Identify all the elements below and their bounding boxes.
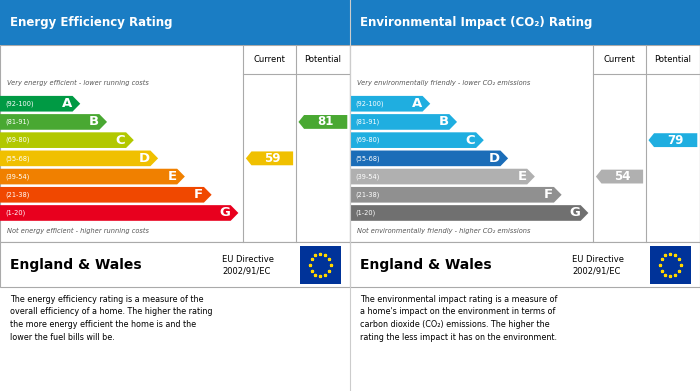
Text: (21-38): (21-38) bbox=[355, 192, 379, 198]
Text: C: C bbox=[116, 134, 125, 147]
Text: Not environmentally friendly - higher CO₂ emissions: Not environmentally friendly - higher CO… bbox=[357, 228, 531, 234]
Polygon shape bbox=[0, 151, 158, 166]
Bar bbox=[350, 242, 700, 287]
Polygon shape bbox=[350, 96, 430, 111]
Bar bbox=[0, 242, 350, 287]
Polygon shape bbox=[350, 187, 561, 203]
Text: (81-91): (81-91) bbox=[355, 119, 379, 125]
Polygon shape bbox=[246, 151, 293, 165]
Text: A: A bbox=[412, 97, 422, 110]
Text: The energy efficiency rating is a measure of the
overall efficiency of a home. T: The energy efficiency rating is a measur… bbox=[10, 295, 213, 342]
Text: England & Wales: England & Wales bbox=[10, 258, 142, 272]
Text: Potential: Potential bbox=[304, 55, 342, 64]
Polygon shape bbox=[350, 114, 457, 130]
Text: A: A bbox=[62, 97, 72, 110]
Text: 54: 54 bbox=[614, 170, 631, 183]
Polygon shape bbox=[350, 205, 589, 221]
Text: G: G bbox=[219, 206, 230, 219]
Bar bbox=[0, 0, 350, 45]
Text: England & Wales: England & Wales bbox=[360, 258, 492, 272]
Polygon shape bbox=[0, 114, 107, 130]
Polygon shape bbox=[596, 170, 643, 183]
Polygon shape bbox=[0, 205, 239, 221]
Text: Very energy efficient - lower running costs: Very energy efficient - lower running co… bbox=[7, 81, 149, 86]
Text: E: E bbox=[167, 170, 176, 183]
Text: Current: Current bbox=[603, 55, 636, 64]
Text: (39-54): (39-54) bbox=[355, 173, 379, 180]
Text: Not energy efficient - higher running costs: Not energy efficient - higher running co… bbox=[7, 228, 149, 234]
Text: (55-68): (55-68) bbox=[355, 155, 380, 161]
Text: (21-38): (21-38) bbox=[6, 192, 29, 198]
Text: The environmental impact rating is a measure of
a home's impact on the environme: The environmental impact rating is a mea… bbox=[360, 295, 558, 342]
Text: D: D bbox=[489, 152, 500, 165]
Polygon shape bbox=[350, 151, 508, 166]
Bar bbox=[350, 45, 700, 242]
Bar bbox=[0, 45, 350, 242]
Text: Potential: Potential bbox=[654, 55, 692, 64]
Text: F: F bbox=[194, 188, 203, 201]
Polygon shape bbox=[0, 169, 185, 185]
Text: D: D bbox=[139, 152, 150, 165]
Text: B: B bbox=[438, 115, 449, 128]
Text: (92-100): (92-100) bbox=[355, 100, 384, 107]
Text: (69-80): (69-80) bbox=[6, 137, 29, 143]
Text: (1-20): (1-20) bbox=[6, 210, 25, 216]
Polygon shape bbox=[350, 132, 484, 148]
Bar bbox=[650, 246, 690, 284]
Text: 59: 59 bbox=[264, 152, 281, 165]
Polygon shape bbox=[648, 133, 697, 147]
Polygon shape bbox=[0, 187, 211, 203]
Polygon shape bbox=[0, 96, 80, 111]
Text: (55-68): (55-68) bbox=[6, 155, 30, 161]
Polygon shape bbox=[0, 132, 134, 148]
Text: 81: 81 bbox=[317, 115, 334, 128]
Text: B: B bbox=[88, 115, 99, 128]
Text: EU Directive
2002/91/EC: EU Directive 2002/91/EC bbox=[223, 255, 274, 275]
Text: Energy Efficiency Rating: Energy Efficiency Rating bbox=[10, 16, 173, 29]
Bar bbox=[300, 246, 341, 284]
Bar bbox=[350, 0, 700, 45]
Text: 79: 79 bbox=[667, 134, 684, 147]
Text: (92-100): (92-100) bbox=[6, 100, 34, 107]
Text: Very environmentally friendly - lower CO₂ emissions: Very environmentally friendly - lower CO… bbox=[357, 81, 531, 86]
Text: Environmental Impact (CO₂) Rating: Environmental Impact (CO₂) Rating bbox=[360, 16, 593, 29]
Text: (39-54): (39-54) bbox=[6, 173, 29, 180]
Polygon shape bbox=[298, 115, 347, 129]
Text: (1-20): (1-20) bbox=[355, 210, 375, 216]
Text: E: E bbox=[517, 170, 526, 183]
Text: Current: Current bbox=[253, 55, 286, 64]
Polygon shape bbox=[350, 169, 535, 185]
Text: G: G bbox=[569, 206, 580, 219]
Text: (69-80): (69-80) bbox=[355, 137, 379, 143]
Text: (81-91): (81-91) bbox=[6, 119, 29, 125]
Text: EU Directive
2002/91/EC: EU Directive 2002/91/EC bbox=[573, 255, 624, 275]
Text: F: F bbox=[544, 188, 553, 201]
Text: C: C bbox=[466, 134, 475, 147]
